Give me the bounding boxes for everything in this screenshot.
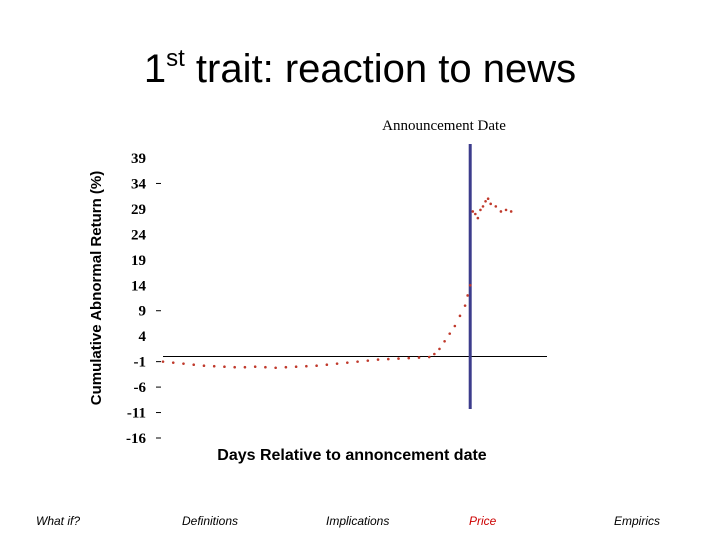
data-point <box>433 352 436 356</box>
data-point <box>476 216 480 220</box>
y-tick-label: 34 <box>131 176 147 192</box>
data-point <box>202 364 206 368</box>
data-point <box>486 197 490 201</box>
data-point <box>466 294 469 297</box>
nav-empirics[interactable]: Empirics <box>614 514 661 528</box>
data-point <box>468 283 472 287</box>
data-point <box>499 210 503 213</box>
nav-definitions[interactable]: Definitions <box>182 514 239 528</box>
data-point <box>427 355 431 359</box>
title-main: 1 <box>143 47 167 91</box>
data-point <box>223 365 226 369</box>
y-tick-label: -6 <box>134 380 147 396</box>
data-point <box>494 205 498 208</box>
y-tick-marks <box>156 182 161 439</box>
title-rest: trait: reaction to news <box>184 47 577 91</box>
x-axis-label: Days Relative to annoncement date <box>217 447 487 464</box>
data-point <box>479 208 482 212</box>
data-point <box>386 357 390 361</box>
data-point <box>243 365 247 369</box>
y-tick-label: -16 <box>126 431 146 447</box>
data-point <box>264 365 267 369</box>
data-point <box>453 324 457 328</box>
title-superscript: st <box>166 45 185 72</box>
data-point <box>171 361 175 364</box>
data-point <box>484 199 487 203</box>
data-point <box>448 332 452 335</box>
data-point <box>481 205 485 208</box>
data-point <box>417 356 421 359</box>
data-point <box>471 210 475 213</box>
nav-price[interactable]: Price <box>469 514 497 528</box>
y-tick-label: 9 <box>139 304 147 320</box>
data-point <box>458 314 462 318</box>
slide-title: 1st trait: reaction to news <box>0 44 720 94</box>
y-tick-label: 4 <box>139 329 147 345</box>
y-tick-label: 39 <box>131 151 146 167</box>
y-tick-label: 29 <box>131 202 146 218</box>
data-point <box>274 366 277 370</box>
data-point <box>305 364 308 368</box>
data-point <box>253 365 257 369</box>
nav-implications[interactable]: Implications <box>326 514 390 528</box>
data-point <box>504 208 508 212</box>
data-point <box>335 362 339 365</box>
data-point <box>325 363 329 366</box>
y-tick-labels: 39 34 29 24 19 14 9 4 -1 -6 -11 -16 <box>126 151 147 447</box>
data-point <box>376 358 380 361</box>
data-point <box>509 210 513 213</box>
data-point <box>161 360 165 363</box>
y-tick-label: 14 <box>131 278 147 294</box>
data-point <box>366 359 370 362</box>
data-point <box>463 304 467 307</box>
data-point <box>212 364 216 368</box>
y-axis-label: Cumulative Abnormal Return (%) <box>88 171 105 405</box>
data-point <box>443 339 446 343</box>
y-tick-label: 24 <box>131 227 147 243</box>
y-tick-label: -11 <box>127 406 146 422</box>
announcement-label: Announcement Date <box>382 118 506 134</box>
data-point <box>438 347 441 351</box>
data-point <box>284 365 288 369</box>
data-point <box>397 357 400 360</box>
data-point <box>346 361 349 364</box>
data-point <box>315 364 318 368</box>
data-point <box>294 365 298 369</box>
data-point <box>474 212 477 216</box>
y-tick-label: 19 <box>131 253 146 269</box>
data-points <box>161 197 513 370</box>
data-point <box>182 362 185 365</box>
data-point <box>489 202 492 206</box>
data-point <box>192 363 196 366</box>
data-point <box>356 360 359 363</box>
data-point <box>233 365 236 369</box>
y-tick-label: -1 <box>134 355 147 371</box>
data-point <box>407 356 411 360</box>
nav-what-if[interactable]: What if? <box>36 514 81 528</box>
